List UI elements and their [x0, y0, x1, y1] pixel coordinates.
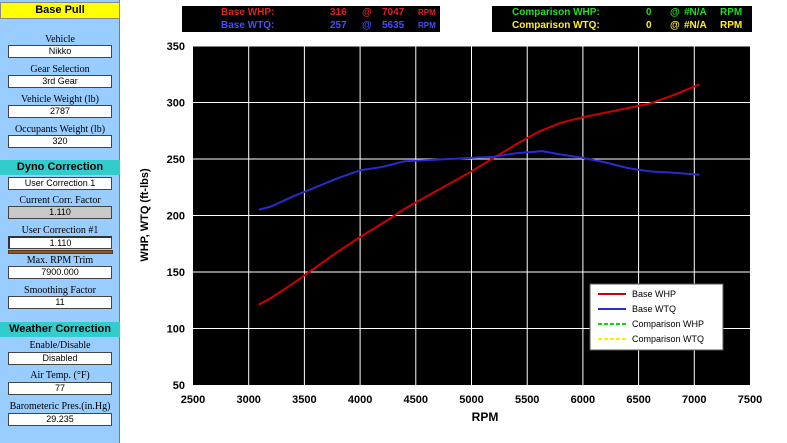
x-axis-label: RPM	[472, 410, 499, 424]
comparison-wtq-label: Comparison WTQ:	[512, 20, 600, 31]
series-line-1	[258, 150, 700, 211]
series-line-0	[258, 83, 700, 306]
comparison-wtq-value: 0	[646, 20, 652, 31]
smoothing-factor-label: Smoothing Factor	[24, 285, 96, 296]
barometric-pressure-field[interactable]: 29.235	[8, 413, 112, 426]
gear-selection-field[interactable]: 3rd Gear	[8, 75, 112, 88]
x-tick-label: 3000	[236, 394, 260, 406]
dyno-chart: 50 100 150 200 250 300 350 2500 3000 3500 4000 450…	[139, 41, 762, 424]
settings-sidebar: Base Pull Vehicle Nikko Gear Selection 3…	[0, 0, 120, 443]
x-tick-label: 3500	[292, 394, 316, 406]
grid-lines	[193, 45, 750, 385]
comparison-whp-label: Comparison WHP:	[512, 7, 600, 18]
dyno-correction-header: Dyno Correction	[0, 160, 120, 175]
base-wtq-rpm: 5635	[382, 20, 405, 31]
user-correction-slider[interactable]	[8, 250, 113, 254]
user-correction-label: User Correction #1	[21, 225, 99, 236]
vehicle-label: Vehicle	[45, 34, 75, 45]
base-whp-rpm: 7047	[382, 7, 405, 18]
y-tick-label: 200	[167, 211, 185, 223]
current-corr-factor-label: Current Corr. Factor	[19, 195, 101, 206]
enable-disable-label: Enable/Disable	[29, 340, 91, 351]
legend-label-2: Comparison WHP	[632, 319, 704, 329]
x-tick-label: 6000	[571, 394, 595, 406]
weather-correction-header: Weather Correction	[0, 322, 120, 337]
x-tick-label: 7000	[682, 394, 706, 406]
y-tick-label: 50	[173, 380, 185, 392]
y-tick-label: 350	[167, 41, 185, 53]
comparison-wtq-rpm: #N/A	[684, 20, 707, 31]
comparison-whp-value: 0	[646, 7, 652, 18]
base-whp-value: 316	[330, 7, 347, 18]
vehicle-weight-label: Vehicle Weight (lb)	[21, 94, 99, 105]
legend-label-3: Comparison WTQ	[632, 334, 704, 344]
y-axis-ticks: 50 100 150 200 250 300 350	[167, 41, 185, 392]
x-tick-label: 6500	[626, 394, 650, 406]
y-axis-label: WHP, WTQ (ft-lbs)	[139, 168, 151, 262]
y-tick-label: 100	[167, 324, 185, 336]
occupants-weight-field[interactable]: 320	[8, 135, 112, 148]
x-tick-label: 2500	[181, 394, 205, 406]
base-whp-unit: RPM	[418, 8, 436, 17]
user-correction-field[interactable]: 1.110	[8, 236, 112, 249]
gear-selection-label: Gear Selection	[30, 64, 90, 75]
comparison-wtq-unit: RPM	[720, 20, 743, 31]
comparison-wtq-at: @	[670, 20, 680, 31]
max-rpm-trim-label: Max. RPM Trim	[26, 255, 94, 266]
x-tick-label: 5000	[459, 394, 483, 406]
comparison-whp-at: @	[670, 7, 680, 18]
barometric-pressure-label: Barometeric Pres.(in.Hg)	[9, 401, 111, 412]
x-tick-label: 7500	[738, 394, 762, 406]
chart-legend: Base WHP Base WTQ Comparison WHP Comparison…	[589, 283, 724, 351]
weather-enable-select[interactable]: Disabled	[8, 352, 112, 365]
comparison-whp-unit: RPM	[720, 7, 743, 18]
y-tick-label: 300	[167, 98, 185, 110]
air-temp-field[interactable]: 77	[8, 382, 112, 395]
series-lines	[258, 83, 700, 306]
base-wtq-value: 257	[330, 20, 347, 31]
base-wtq-unit: RPM	[418, 21, 436, 30]
max-rpm-trim-field[interactable]: 7900.000	[8, 266, 112, 279]
vehicle-weight-field[interactable]: 2787	[8, 105, 112, 118]
base-whp-at: @	[362, 7, 372, 18]
x-tick-label: 4500	[404, 394, 428, 406]
y-tick-label: 150	[167, 267, 185, 279]
comparison-whp-rpm: #N/A	[684, 7, 707, 18]
y-tick-label: 250	[167, 154, 185, 166]
base-whp-label: Base WHP:	[221, 7, 275, 18]
occupants-weight-label: Occupants Weight (lb)	[14, 124, 106, 135]
vehicle-field[interactable]: Nikko	[8, 45, 112, 58]
base-wtq-at: @	[362, 20, 372, 31]
base-pull-header: Base Pull	[0, 2, 120, 19]
legend-label-0: Base WHP	[632, 289, 676, 299]
base-wtq-label: Base WTQ:	[221, 20, 275, 31]
comparison-readout-panel: Comparison WHP: 0 @ #N/A RPM Comparison …	[492, 6, 752, 32]
x-tick-label: 4000	[348, 394, 372, 406]
correction-select[interactable]: User Correction 1	[8, 177, 112, 190]
current-corr-factor-field: 1.110	[8, 206, 112, 219]
legend-label-1: Base WTQ	[632, 304, 676, 314]
x-axis-ticks: 2500 3000 3500 4000 4500 5000 5500 6000 6500 7000…	[181, 394, 762, 406]
x-tick-label: 5500	[515, 394, 539, 406]
base-readout-panel: Base WHP: 316 @ 7047 RPM Base WTQ: 257 @…	[182, 6, 440, 32]
air-temp-label: Air Temp. (°F)	[30, 370, 90, 381]
smoothing-factor-field[interactable]: 11	[8, 296, 112, 309]
